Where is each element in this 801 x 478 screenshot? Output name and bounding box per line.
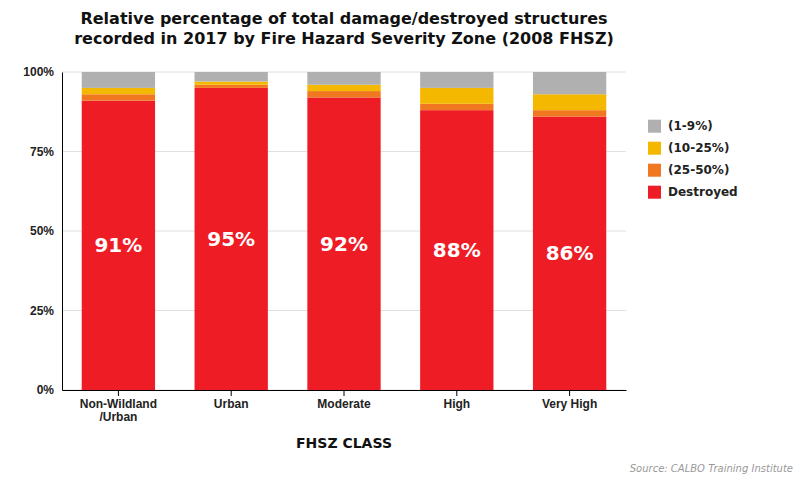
legend-item: (25-50%) [648,163,729,177]
series [82,85,607,117]
text-line: Urban [214,397,249,411]
x-axis: Non-Wildland/Urban Urban Moderate High Very … [63,390,627,424]
x-tick: Very High [542,390,597,411]
chart-container: 91% 95% 92% 88% 86% Non-Wildland/Urban Urban Mo… [0,0,801,478]
legend-label: (10-25%) [668,141,729,155]
x-tick: Urban [214,390,249,411]
data-label: 92% [320,232,368,256]
y-tick-label: 100% [23,65,54,79]
bar-segment [420,110,493,390]
text-line: High [443,397,470,411]
bar-segment [533,117,606,390]
y-tick-label: 0% [37,383,55,397]
subtitle: recorded in 2017 by Fire Hazard Severity… [74,29,614,48]
legend-label: (1-9%) [668,119,713,133]
text-line: Very High [542,397,597,411]
bar-segment [82,88,155,94]
text-line: /Urban [99,410,137,424]
bar-segment [533,110,606,116]
y-tick: 100% [23,65,62,79]
x-tick-label: Moderate [317,397,371,411]
data-label: 88% [433,238,481,262]
y-tick-label: 75% [30,145,54,159]
x-axis-title: FHSZ CLASS [296,435,392,451]
text-line: Moderate [317,397,371,411]
data-label: 86% [546,241,594,265]
legend-swatch [648,142,661,155]
x-tick-label: High [443,397,470,411]
bar-segment [82,72,155,88]
bar-segment [307,72,380,85]
y-tick-label: 25% [30,304,54,318]
x-tick: High [443,390,470,411]
chart-svg: 91% 95% 92% 88% 86% Non-Wildland/Urban Urban Mo… [0,0,801,478]
plot: 91% 95% 92% 88% 86% Non-Wildland/Urban Urban Mo… [23,65,626,424]
bar-segment [533,94,606,110]
series [82,72,607,94]
data-label: 91% [94,233,142,257]
series [82,82,607,111]
annotation: Source: CALBO Training Institute [630,463,793,474]
x-tick-label: Urban [214,397,249,411]
bar-segment [307,97,380,390]
x-tick-mark [231,390,232,396]
y-tick: 0% [37,383,62,397]
bar-segment [420,104,493,110]
bar-segment [195,82,268,85]
y-tick: 75% [30,145,62,159]
bar-segment [307,91,380,97]
bar-segment [195,85,268,88]
series [82,88,607,390]
legend-item: (1-9%) [648,119,713,133]
y-tick: 50% [30,224,62,238]
text-line: Non-Wildland [80,397,157,411]
x-tick-mark [569,390,570,396]
y-axis-line [62,73,63,391]
x-tick-label: Very High [542,397,597,411]
x-tick-mark [344,390,345,396]
x-tick: Moderate [317,390,371,411]
bars [82,72,607,390]
legend-item: Destroyed [648,185,738,199]
data-label: 95% [207,227,255,251]
y-tick-label: 50% [30,224,54,238]
bar-segment [420,72,493,88]
data-labels: 91% 95% 92% 88% 86% [94,227,593,265]
bar-segment [195,72,268,82]
legend-label: (25-50%) [668,163,729,177]
x-tick-mark [456,390,457,396]
legend: (1-9%) (10-25%) (25-50%) Destroyed [648,119,738,199]
bar-segment [420,88,493,104]
grid [62,72,626,390]
x-tick: Non-Wildland/Urban [80,390,157,424]
y-tick: 25% [30,304,62,318]
legend-swatch [648,186,661,199]
legend-swatch [648,164,661,177]
legend-item: (10-25%) [648,141,729,155]
legend-swatch [648,120,661,133]
bar-segment [82,94,155,100]
legend-label: Destroyed [668,185,738,199]
title: Relative percentage of total damage/dest… [80,9,607,28]
background [0,0,801,478]
x-tick-mark [118,390,119,396]
y-axis: 0% 25% 50% 75% 100% [23,65,62,397]
bar-segment [195,88,268,390]
bar-segment [82,101,155,390]
bar-segment [307,85,380,91]
bar-segment [533,72,606,94]
x-tick-label: Non-Wildland/Urban [80,397,157,425]
